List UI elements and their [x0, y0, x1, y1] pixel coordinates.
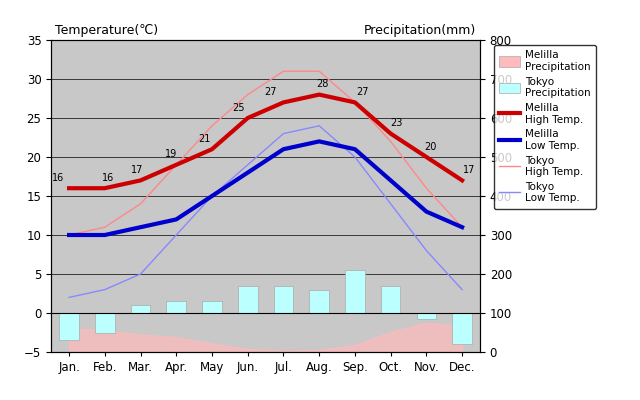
Tokyo
Low Temp. — [172, 232, 180, 237]
Tokyo
High Temp. — [172, 162, 180, 167]
Bar — [131, 305, 150, 313]
Text: 27: 27 — [356, 87, 369, 97]
Tokyo
High Temp. — [137, 201, 145, 206]
Line: Melilla
Low Temp.: Melilla Low Temp. — [69, 141, 462, 235]
Melilla
High Temp. — [137, 178, 145, 183]
Bar — [274, 286, 293, 313]
Tokyo
High Temp. — [422, 186, 430, 190]
Bar — [60, 313, 79, 340]
Text: 20: 20 — [424, 142, 436, 152]
Tokyo
Low Temp. — [101, 287, 109, 292]
Text: 17: 17 — [463, 165, 476, 175]
Tokyo
High Temp. — [208, 123, 216, 128]
Bar — [202, 301, 222, 313]
Tokyo
High Temp. — [101, 225, 109, 230]
Melilla
Low Temp. — [387, 178, 394, 183]
Tokyo
Low Temp. — [137, 272, 145, 276]
Melilla
High Temp. — [387, 131, 394, 136]
Bar — [452, 313, 472, 344]
Tokyo
Low Temp. — [458, 287, 466, 292]
Melilla
High Temp. — [172, 162, 180, 167]
Melilla
High Temp. — [351, 100, 359, 105]
Text: 17: 17 — [131, 165, 143, 175]
Line: Tokyo
High Temp.: Tokyo High Temp. — [69, 71, 462, 235]
Tokyo
Low Temp. — [280, 131, 287, 136]
Tokyo
Low Temp. — [65, 295, 73, 300]
Text: 16: 16 — [52, 173, 65, 183]
Tokyo
High Temp. — [458, 225, 466, 230]
Bar — [309, 290, 329, 313]
Tokyo
High Temp. — [280, 69, 287, 74]
Melilla
High Temp. — [422, 154, 430, 159]
Text: Precipitation(mm): Precipitation(mm) — [364, 24, 476, 37]
Tokyo
Low Temp. — [351, 154, 359, 159]
Line: Tokyo
Low Temp.: Tokyo Low Temp. — [69, 126, 462, 298]
Melilla
High Temp. — [280, 100, 287, 105]
Melilla
Low Temp. — [316, 139, 323, 144]
Melilla
High Temp. — [316, 92, 323, 97]
Melilla
High Temp. — [65, 186, 73, 190]
Melilla
High Temp. — [244, 116, 252, 120]
Tokyo
High Temp. — [244, 92, 252, 97]
Melilla
High Temp. — [458, 178, 466, 183]
Tokyo
High Temp. — [65, 232, 73, 237]
Legend: Melilla
Precipitation, Tokyo
Precipitation, Melilla
High Temp., Melilla
Low Temp: Melilla Precipitation, Tokyo Precipitati… — [494, 45, 596, 209]
Text: 28: 28 — [317, 79, 329, 89]
Tokyo
High Temp. — [387, 139, 394, 144]
Tokyo
Low Temp. — [316, 123, 323, 128]
Text: 25: 25 — [232, 102, 245, 112]
Text: 19: 19 — [164, 149, 177, 159]
Bar — [238, 286, 257, 313]
Bar — [417, 313, 436, 319]
Melilla
Low Temp. — [65, 232, 73, 237]
Melilla
Low Temp. — [422, 209, 430, 214]
Melilla
High Temp. — [101, 186, 109, 190]
Tokyo
High Temp. — [316, 69, 323, 74]
Bar — [381, 286, 401, 313]
Bar — [345, 270, 365, 313]
Line: Melilla
High Temp.: Melilla High Temp. — [69, 94, 462, 188]
Melilla
Low Temp. — [244, 170, 252, 175]
Melilla
Low Temp. — [172, 217, 180, 222]
Melilla
Low Temp. — [137, 225, 145, 230]
Text: Temperature(℃): Temperature(℃) — [56, 24, 159, 37]
Text: 27: 27 — [265, 87, 277, 97]
Bar — [95, 313, 115, 332]
Melilla
Low Temp. — [458, 225, 466, 230]
Tokyo
Low Temp. — [387, 201, 394, 206]
Text: 16: 16 — [102, 173, 115, 183]
Melilla
High Temp. — [208, 147, 216, 152]
Melilla
Low Temp. — [351, 147, 359, 152]
Text: 23: 23 — [390, 118, 402, 128]
Tokyo
Low Temp. — [208, 194, 216, 198]
Tokyo
High Temp. — [351, 100, 359, 105]
Text: 21: 21 — [198, 134, 211, 144]
Bar — [166, 301, 186, 313]
Tokyo
Low Temp. — [244, 162, 252, 167]
Melilla
Low Temp. — [101, 232, 109, 237]
Tokyo
Low Temp. — [422, 248, 430, 253]
Melilla
Low Temp. — [280, 147, 287, 152]
Melilla
Low Temp. — [208, 194, 216, 198]
